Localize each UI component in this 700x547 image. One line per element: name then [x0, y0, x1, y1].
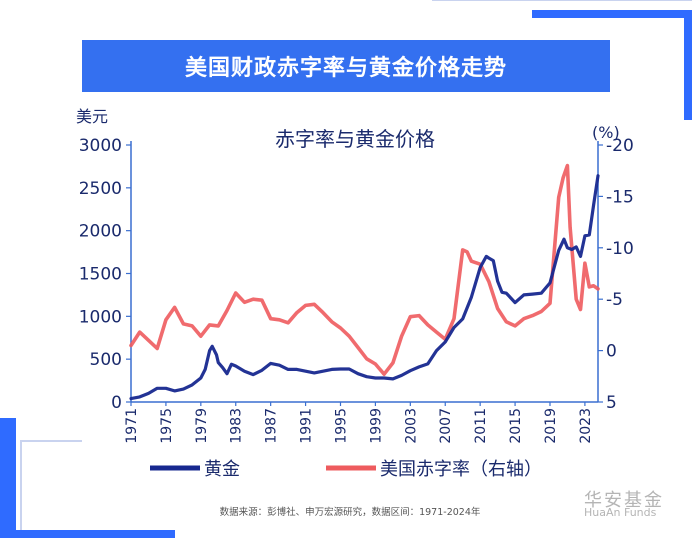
right-tick-label: -10	[606, 239, 634, 259]
left-axis-unit: 美元	[76, 107, 108, 126]
x-tick-label: 1971	[124, 408, 140, 444]
left-tick-label: 3000	[79, 136, 122, 156]
gold-price-line	[129, 174, 600, 401]
x-tick-label: 1983	[229, 408, 245, 444]
left-tick-label: 2000	[79, 222, 122, 242]
x-tick-label: 1987	[264, 408, 280, 444]
banner-title: 美国财政赤字率与黄金价格走势	[82, 40, 610, 92]
x-tick-label: 2023	[578, 408, 594, 444]
brand-logo-en: HuaAn Funds	[584, 506, 657, 519]
left-tick-label: 0	[111, 393, 122, 413]
decor-bar-right	[684, 10, 692, 120]
chart-title: 赤字率与黄金价格	[275, 127, 435, 151]
data-source-note: 数据来源：彭博社、申万宏源研究，数据区间：1971-2024年	[219, 507, 481, 518]
left-tick-label: 1500	[79, 265, 122, 285]
right-tick-label: 5	[606, 393, 617, 413]
x-tick-label: 2007	[438, 408, 454, 444]
x-tick-label: 1991	[299, 408, 315, 444]
right-tick-label: -15	[606, 187, 634, 207]
legend: 黄金 美国赤字率（右轴）	[150, 459, 542, 480]
left-tick-label: 1000	[79, 307, 122, 327]
x-tick-label: 1999	[368, 408, 384, 444]
x-tick-label: 2015	[508, 408, 524, 444]
left-tick-label: 2500	[79, 179, 122, 199]
right-axis-unit: (%)	[592, 123, 620, 142]
right-tick-label: 0	[606, 342, 617, 362]
x-tick-label: 1995	[333, 408, 349, 444]
x-tick-label: 2019	[543, 408, 559, 444]
left-tick-label: 500	[90, 350, 122, 370]
deficit-ratio-line	[129, 163, 600, 377]
brand-logo-cn: 华安基金	[584, 490, 664, 511]
legend-label-gold: 黄金	[204, 459, 240, 480]
decor-frame-top	[432, 0, 692, 11]
x-tick-label: 2003	[403, 408, 419, 444]
x-tick-label: 1975	[159, 408, 175, 444]
decor-bar-top	[532, 10, 692, 18]
x-tick-label: 1979	[194, 408, 210, 444]
right-tick-label: -20	[606, 136, 634, 156]
legend-label-deficit: 美国赤字率（右轴）	[380, 459, 542, 480]
decor-bar-bottom	[0, 530, 175, 538]
x-tick-label: 2011	[473, 408, 489, 444]
decor-bar-left	[0, 418, 16, 538]
right-tick-label: -5	[606, 290, 623, 310]
